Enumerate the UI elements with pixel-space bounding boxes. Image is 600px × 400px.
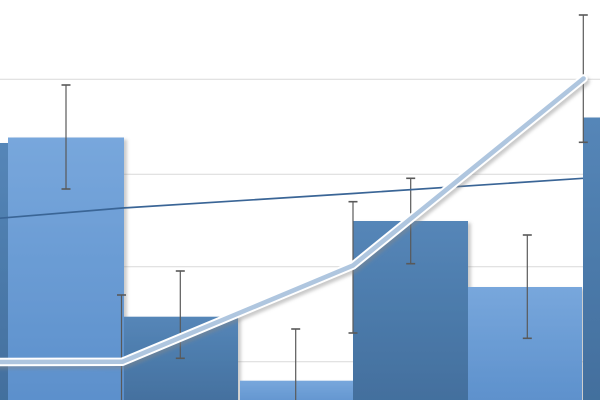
bar-light-5[interactable]	[468, 287, 582, 400]
bar-dark-6[interactable]	[583, 117, 600, 400]
light-line-core	[0, 76, 586, 365]
error-bar-1[interactable]	[117, 294, 126, 400]
thick-light-line-series[interactable]	[0, 74, 588, 367]
bar-light-3[interactable]	[240, 380, 353, 400]
error-bar-3[interactable]	[291, 328, 301, 400]
thin-dark-line-series[interactable]	[0, 177, 584, 220]
error-bar-2[interactable]	[175, 270, 185, 360]
error-bar-0[interactable]	[61, 84, 71, 190]
error-bar-6[interactable]	[522, 234, 532, 340]
bar-dark-0[interactable]	[0, 143, 8, 400]
